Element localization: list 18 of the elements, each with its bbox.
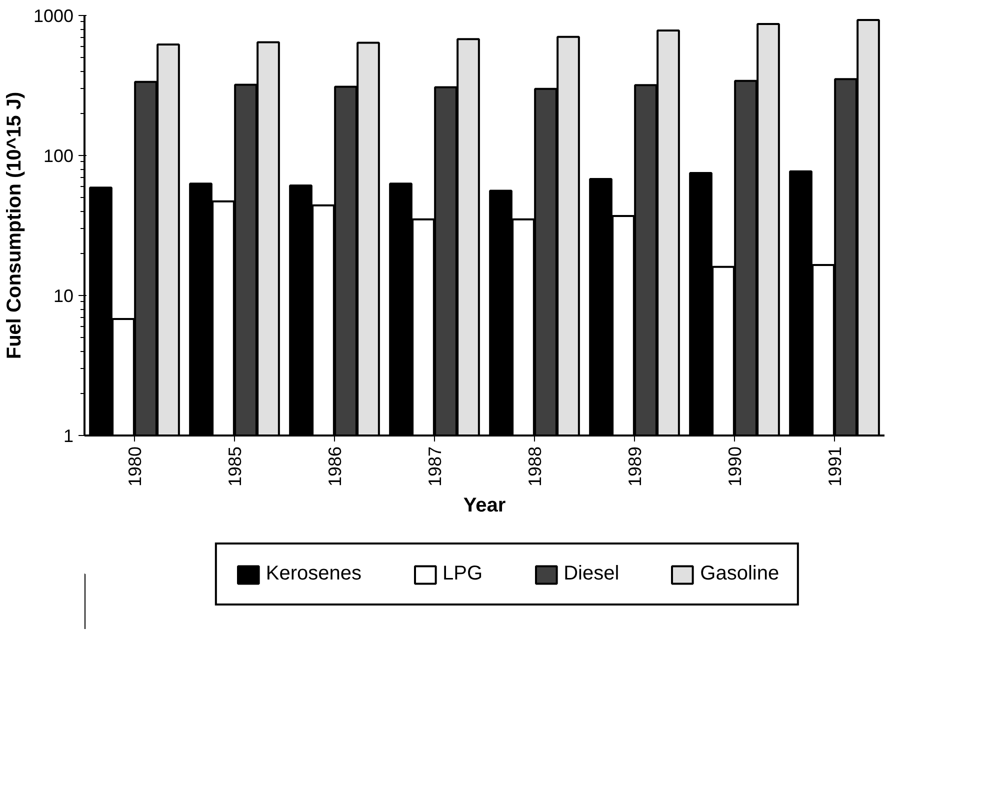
y-tick-label: 100 [43,146,74,166]
x-tick-label: 1989 [625,446,645,487]
x-tick-label: 1988 [525,446,545,487]
legend-label: Kerosenes [266,562,362,586]
x-tick-label: 1980 [125,446,145,487]
legend-label: Diesel [564,562,620,586]
x-tick-label: 1991 [825,446,845,487]
x-tick-label: 1985 [225,446,245,487]
legend-label: LPG [442,562,483,586]
x-tick-label: 1986 [325,446,345,487]
x-tick-label: 1987 [425,446,445,487]
x-tick-label: 1990 [725,446,745,487]
y-axis-title: Fuel Consumption (10^15 J) [3,92,26,360]
legend-label: Gasoline [700,562,780,586]
y-tick-label: 1000 [33,6,74,26]
y-tick-label: 10 [53,286,74,306]
y-tick-label: 1 [63,426,74,446]
x-axis-title: Year [463,494,506,517]
